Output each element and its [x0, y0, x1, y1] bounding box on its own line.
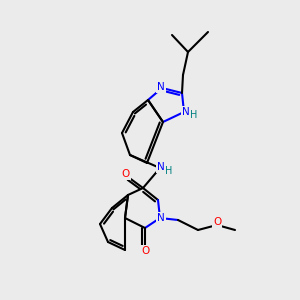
Text: N: N — [157, 82, 165, 92]
Text: N: N — [157, 213, 165, 223]
Text: O: O — [122, 169, 130, 179]
Text: O: O — [141, 246, 149, 256]
Text: N: N — [182, 107, 190, 117]
Text: H: H — [165, 166, 173, 176]
Text: H: H — [190, 110, 198, 120]
Text: N: N — [157, 162, 165, 172]
Text: O: O — [213, 217, 221, 227]
